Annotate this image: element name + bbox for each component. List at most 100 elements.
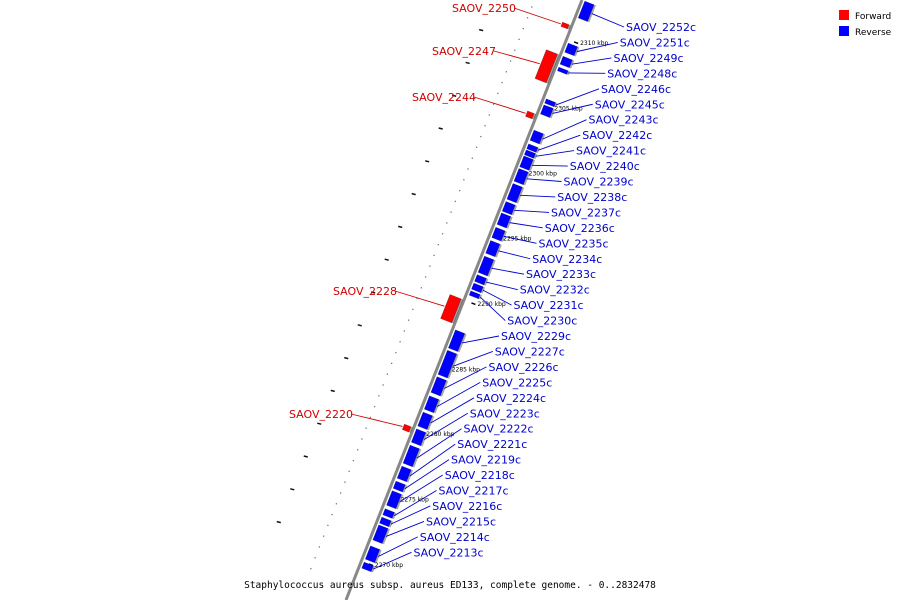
reverse-gene <box>506 183 523 204</box>
reverse-gene-label: SAOV_2252c <box>626 21 696 34</box>
track-dot <box>314 557 316 559</box>
reverse-gene-label: SAOV_2222c <box>464 423 534 436</box>
track-dot <box>416 297 418 300</box>
reverse-gene-leader <box>385 520 425 537</box>
reverse-gene <box>437 349 458 379</box>
track-dot <box>344 481 346 483</box>
forward-gene-shade <box>532 113 536 120</box>
reverse-gene <box>501 201 516 216</box>
reverse-gene <box>372 524 389 544</box>
track-dash <box>371 291 376 294</box>
track-dash <box>344 356 349 360</box>
reverse-gene-label: SAOV_2249c <box>614 52 684 65</box>
reverse-gene-label: SAOV_2225c <box>482 376 552 389</box>
track-dash <box>330 389 335 393</box>
reverse-gene-leader <box>479 296 506 321</box>
reverse-gene <box>496 212 512 229</box>
reverse-gene-leader <box>514 209 550 213</box>
reverse-gene-shade <box>447 353 459 379</box>
reverse-gene-leader <box>552 103 593 114</box>
reverse-gene-label: SAOV_2221c <box>457 438 527 451</box>
track-dot <box>365 427 367 429</box>
reverse-gene-leader <box>409 443 456 477</box>
track-dot <box>348 470 350 473</box>
reverse-gene <box>396 465 412 483</box>
reverse-gene <box>430 376 447 397</box>
reverse-gene-leader <box>390 505 431 525</box>
reverse-gene-label: SAOV_2251c <box>620 36 690 49</box>
track-dot <box>356 449 359 451</box>
reverse-gene-label: SAOV_2241c <box>576 145 646 158</box>
track-dot <box>386 373 389 375</box>
reverse-gene <box>471 282 484 294</box>
forward-gene-shade <box>567 24 571 30</box>
reverse-gene <box>402 444 420 468</box>
reverse-gene-leader <box>532 164 568 167</box>
reverse-gene <box>577 0 595 22</box>
track-dot <box>441 233 444 235</box>
track-dot <box>522 27 524 30</box>
legend-reverse-label: Reverse <box>855 28 892 38</box>
reverse-gene-leader <box>373 551 412 570</box>
reverse-gene-leader <box>416 428 462 459</box>
reverse-gene-leader <box>537 134 581 151</box>
track-dot <box>467 168 469 170</box>
reverse-gene <box>519 155 534 171</box>
reverse-gene-label: SAOV_2239c <box>564 176 634 189</box>
track-dot <box>433 254 435 257</box>
forward-gene <box>534 49 558 84</box>
kbp-tick-label: 2290 kbp <box>477 301 505 308</box>
reverse-gene-leader <box>526 178 562 182</box>
track-dot <box>518 38 520 41</box>
reverse-gene-leader <box>571 57 612 65</box>
forward-gene <box>440 294 462 324</box>
track-dot <box>505 71 507 73</box>
track-dot <box>454 200 456 203</box>
track-dash <box>465 61 470 65</box>
forward-gene-leader <box>350 413 403 427</box>
reverse-gene-leader <box>535 150 575 157</box>
reverse-gene <box>474 274 487 286</box>
reverse-gene-shade <box>553 102 558 108</box>
reverse-gene <box>477 255 495 277</box>
forward-gene <box>401 423 412 433</box>
reverse-gene-shade <box>501 230 507 242</box>
reverse-gene-label: SAOV_2238c <box>557 191 627 204</box>
kbp-tick-mark <box>368 563 374 567</box>
reverse-gene-leader <box>462 335 500 344</box>
kbp-tick-mark <box>471 302 476 306</box>
gene-labels: SAOV_2252c SAOV_2251c SAOV_2249c SAOV_2248c… <box>289 2 696 570</box>
kbp-tick-label: 2285 kbp <box>452 366 480 373</box>
reverse-gene-label: SAOV_2246c <box>601 83 671 96</box>
reverse-gene-leader <box>452 351 493 367</box>
track-dot <box>509 60 512 62</box>
reverse-gene <box>364 545 381 564</box>
reverse-gene-label: SAOV_2243c <box>589 114 659 127</box>
reverse-gene-label: SAOV_2236c <box>545 222 615 235</box>
reverse-gene-leader <box>503 235 537 244</box>
track-dot <box>390 362 393 365</box>
forward-gene-shade <box>408 426 413 433</box>
track-dot <box>446 222 448 224</box>
track-dot <box>412 308 414 311</box>
track-dash <box>398 225 403 229</box>
reverse-gene-label: SAOV_2240c <box>570 160 640 173</box>
outer-dotted-track <box>276 6 533 570</box>
track-dot <box>318 546 321 548</box>
forward-gene-label: SAOV_2250 <box>452 2 516 15</box>
reverse-gene <box>423 395 440 414</box>
forward-gene <box>560 21 570 30</box>
reverse-gene <box>417 411 433 430</box>
track-dash <box>357 324 362 327</box>
track-dot <box>352 459 355 462</box>
track-dot <box>492 103 495 105</box>
track-dot <box>526 17 529 19</box>
reverse-gene <box>382 508 395 519</box>
track-dot <box>399 341 401 343</box>
track-dot <box>382 384 384 386</box>
reverse-gene-leader <box>377 536 418 557</box>
track-dot <box>339 492 342 494</box>
forward-gene-label: SAOV_2244 <box>412 91 476 104</box>
reverse-gene <box>529 129 544 145</box>
